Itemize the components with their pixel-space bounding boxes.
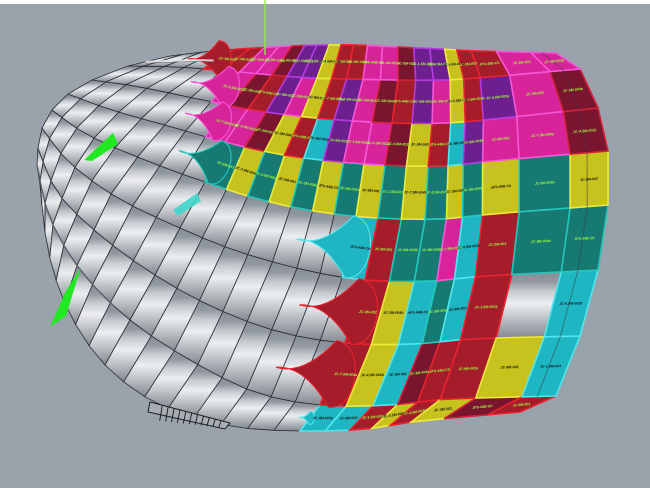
svg-text:JC-8M-002: JC-8M-002: [339, 416, 357, 421]
svg-text:JC-9M-003a: JC-9M-003a: [313, 416, 333, 420]
svg-text:JC-7.5M-004b: JC-7.5M-004b: [404, 190, 428, 194]
svg-text:JC-4.5M-002b: JC-4.5M-002b: [361, 373, 385, 377]
svg-text:JC-9M-002a: JC-9M-002a: [413, 100, 433, 104]
svg-text:JC-3M-004b: JC-3M-004b: [383, 311, 404, 315]
svg-text:JC-9M-003b: JC-9M-003b: [398, 248, 419, 252]
svg-text:JC-4.5M-003b: JC-4.5M-003b: [559, 301, 583, 306]
svg-text:JC-1.5M-001: JC-1.5M-001: [540, 364, 561, 368]
svg-text:nFS-44B-Ch: nFS-44B-Ch: [408, 310, 429, 315]
svg-text:JFS-44B-Ch: JFS-44B-Ch: [394, 99, 415, 103]
svg-text:JC-8M-001: JC-8M-001: [501, 365, 519, 369]
svg-text:JC-8M-003: JC-8M-003: [422, 248, 440, 253]
svg-text:JC-3M-003: JC-3M-003: [411, 142, 429, 146]
